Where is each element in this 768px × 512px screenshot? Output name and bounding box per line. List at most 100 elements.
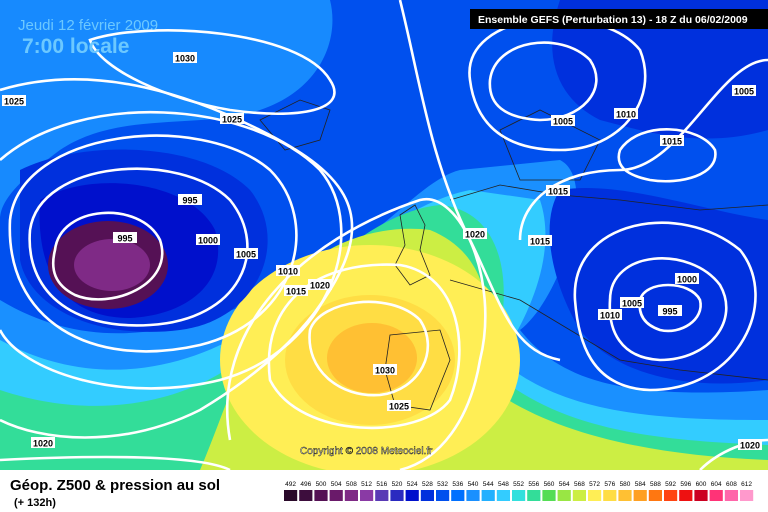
legend-swatch — [618, 490, 632, 501]
isobar-label-bg — [373, 364, 397, 375]
isobar-label-bg — [387, 400, 411, 411]
legend-swatch — [405, 490, 419, 501]
isobar-label-bg — [598, 309, 622, 320]
footer-lead: (+ 132h) — [14, 497, 56, 509]
legend-label: 492 — [285, 481, 296, 488]
legend-label: 528 — [422, 481, 433, 488]
legend-swatch — [724, 490, 738, 501]
isobar-label-bg — [196, 234, 220, 245]
isobar-label-bg — [614, 108, 638, 119]
legend-label: 580 — [620, 481, 631, 488]
legend-swatch — [709, 490, 723, 501]
legend-label: 576 — [604, 481, 615, 488]
legend-label: 596 — [680, 481, 691, 488]
legend-swatch — [329, 490, 343, 501]
isobar-label-bg — [284, 285, 308, 296]
legend-label: 540 — [468, 481, 479, 488]
legend-label: 608 — [726, 481, 737, 488]
isobar-label-bg — [528, 235, 552, 246]
isobar-label-bg — [463, 228, 487, 239]
legend-label: 572 — [589, 481, 600, 488]
legend-swatch — [694, 490, 708, 501]
legend-swatch — [740, 490, 754, 501]
isobar-label-bg — [234, 248, 258, 259]
isobar-label-bg — [675, 273, 699, 284]
legend-label: 532 — [437, 481, 448, 488]
isobar-label: 1005 — [622, 299, 642, 309]
legend-swatch — [375, 490, 389, 501]
isobar-label-bg — [660, 135, 684, 146]
legend-swatch — [314, 490, 328, 501]
legend-label: 500 — [316, 481, 327, 488]
isobar-label: 1005 — [236, 250, 256, 260]
legend-swatch — [299, 490, 313, 501]
isobar-label: 1010 — [600, 311, 620, 321]
legend-label: 588 — [650, 481, 661, 488]
isobar-label: 1020 — [740, 441, 760, 451]
legend-label: 552 — [513, 481, 524, 488]
legend-swatch — [344, 490, 358, 501]
isobar-label: 1015 — [286, 287, 306, 297]
isobar-label-bg — [2, 95, 26, 106]
legend-swatch — [512, 490, 526, 501]
legend-swatch — [679, 490, 693, 501]
legend-label: 600 — [696, 481, 707, 488]
isobar-label-bg — [732, 85, 756, 96]
legend-swatch — [633, 490, 647, 501]
legend-swatch — [451, 490, 465, 501]
legend-label: 604 — [711, 481, 722, 488]
model-box — [470, 9, 768, 29]
isobar-label: 1005 — [734, 87, 754, 97]
isobar-label-bg — [178, 194, 202, 205]
isobar-label: 1030 — [175, 54, 195, 64]
isobar-label-bg — [551, 115, 575, 126]
color-legend: 492 496 500 504 508 512 516 520 524 528 532 536 540 5… — [284, 481, 754, 501]
legend-label: 556 — [528, 481, 539, 488]
isobar-label: 995 — [117, 234, 132, 244]
isobar-label-bg — [173, 52, 197, 63]
legend-swatch — [360, 490, 374, 501]
date-title: Jeudi 12 février 2009 — [18, 17, 158, 34]
isobar-label: 995 — [662, 307, 677, 317]
legend-label: 568 — [574, 481, 585, 488]
legend-swatch — [496, 490, 510, 501]
legend-label: 548 — [498, 481, 509, 488]
legend-label: 496 — [300, 481, 311, 488]
legend-swatch — [390, 490, 404, 501]
isobar-label: 1000 — [198, 236, 218, 246]
legend-label: 536 — [452, 481, 463, 488]
legend-swatch — [588, 490, 602, 501]
legend-label: 524 — [407, 481, 418, 488]
footer-title: Géop. Z500 & pression au sol — [10, 477, 220, 494]
isobar-label: 1010 — [616, 110, 636, 120]
legend-swatch — [284, 490, 298, 501]
legend-label: 592 — [665, 481, 676, 488]
isobar-label: 1015 — [662, 137, 682, 147]
isobar-label: 1015 — [548, 187, 568, 197]
legend-swatch — [648, 490, 662, 501]
isobar-label: 1010 — [278, 267, 298, 277]
geopotential-fields — [0, 0, 768, 475]
legend-label: 560 — [544, 481, 555, 488]
legend-label: 612 — [741, 481, 752, 488]
isobar-label-bg — [308, 279, 332, 290]
isobar-label-bg — [220, 113, 244, 124]
isobar-label: 1025 — [222, 115, 242, 125]
legend-swatch — [527, 490, 541, 501]
legend-swatch — [481, 490, 495, 501]
legend-swatch — [557, 490, 571, 501]
legend-swatch — [420, 490, 434, 501]
isobars — [0, 0, 768, 439]
isobar-label: 1000 — [677, 275, 697, 285]
legend-swatch — [603, 490, 617, 501]
legend-label: 504 — [331, 481, 342, 488]
model-label: Ensemble GEFS (Perturbation 13) - 18 Z d… — [478, 14, 748, 26]
isobar-label: 1020 — [33, 439, 53, 449]
legend-label: 564 — [559, 481, 570, 488]
isobar-label-bg — [276, 265, 300, 276]
legend-label: 520 — [392, 481, 403, 488]
legend-swatch — [466, 490, 480, 501]
